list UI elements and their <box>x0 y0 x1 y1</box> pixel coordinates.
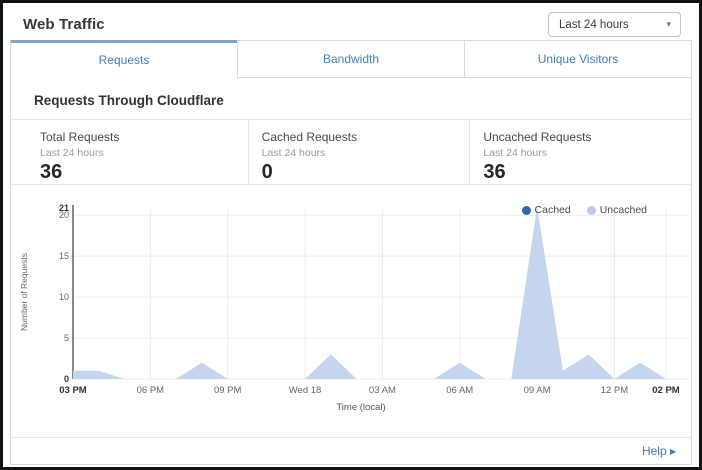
svg-text:20: 20 <box>59 210 69 220</box>
chart-legend: Cached Uncached <box>521 204 647 216</box>
legend-uncached-label: Uncached <box>599 204 647 216</box>
tab-unique-visitors-label: Unique Visitors <box>537 52 619 66</box>
time-range-dropdown[interactable]: Last 24 hours ▾ <box>548 12 681 37</box>
svg-text:10: 10 <box>59 292 69 302</box>
requests-chart: Cached Uncached 0 5 10 15 20 21 03 PM 06 PM 09 P… <box>11 197 691 437</box>
header: Web Traffic Last 24 hours ▾ <box>7 7 695 40</box>
svg-text:03 PM: 03 PM <box>59 385 87 396</box>
svg-text:06 PM: 06 PM <box>137 385 165 396</box>
time-range-value: Last 24 hours <box>559 18 629 31</box>
cached-dot-icon <box>521 205 531 215</box>
svg-text:5: 5 <box>64 333 69 343</box>
stat-value: 36 <box>40 161 63 183</box>
stat-value: 36 <box>483 161 506 183</box>
stats-row: Total Requests Last 24 hours 36 Cached R… <box>11 120 691 184</box>
divider <box>11 119 691 120</box>
stat-label: Cached Requests <box>261 130 358 144</box>
legend-cached-label: Cached <box>534 204 571 216</box>
tab-bandwidth[interactable]: Bandwidth <box>237 40 464 78</box>
svg-text:21: 21 <box>59 203 69 213</box>
stat-sublabel: Last 24 hours <box>40 147 104 159</box>
svg-text:15: 15 <box>59 251 69 261</box>
svg-text:Time (local): Time (local) <box>336 402 385 413</box>
svg-text:06 AM: 06 AM <box>446 385 473 396</box>
svg-text:03 AM: 03 AM <box>369 385 396 396</box>
stat-sublabel: Last 24 hours <box>483 147 547 159</box>
tab-requests-label: Requests <box>98 53 150 67</box>
page-title: Web Traffic <box>23 16 105 33</box>
card-footer: Help ▸ <box>11 437 691 464</box>
tab-unique-visitors[interactable]: Unique Visitors <box>464 40 691 78</box>
chevron-down-icon: ▾ <box>666 19 671 29</box>
svg-text:02 PM: 02 PM <box>652 385 680 396</box>
uncached-dot-icon <box>586 205 596 215</box>
divider <box>11 184 691 185</box>
stat-sublabel: Last 24 hours <box>261 147 326 159</box>
tab-requests[interactable]: Requests <box>11 40 237 78</box>
stat-cached-requests: Cached Requests Last 24 hours 0 <box>247 120 470 184</box>
svg-text:Wed 18: Wed 18 <box>289 385 322 396</box>
svg-text:09 AM: 09 AM <box>524 385 551 396</box>
svg-text:Number of Requests: Number of Requests <box>19 253 29 331</box>
tab-bar: Requests Bandwidth Unique Visitors <box>11 40 691 78</box>
stat-uncached-requests: Uncached Requests Last 24 hours 36 <box>469 120 691 184</box>
stat-label: Total Requests <box>40 130 120 144</box>
section-title: Requests Through Cloudflare <box>34 93 224 108</box>
traffic-card: Requests Bandwidth Unique Visitors Reque… <box>10 40 692 465</box>
svg-text:09 PM: 09 PM <box>214 385 242 396</box>
legend-item-cached[interactable]: Cached <box>521 204 571 216</box>
svg-text:0: 0 <box>64 374 69 384</box>
tab-bandwidth-label: Bandwidth <box>322 52 380 66</box>
legend-item-uncached[interactable]: Uncached <box>586 204 647 216</box>
stat-total-requests: Total Requests Last 24 hours 36 <box>11 120 248 184</box>
svg-text:12 PM: 12 PM <box>601 385 629 396</box>
help-link[interactable]: Help ▸ <box>641 444 676 458</box>
stat-value: 0 <box>261 161 273 183</box>
help-arrow-icon: ▸ <box>669 444 676 458</box>
stat-label: Uncached Requests <box>483 130 592 144</box>
